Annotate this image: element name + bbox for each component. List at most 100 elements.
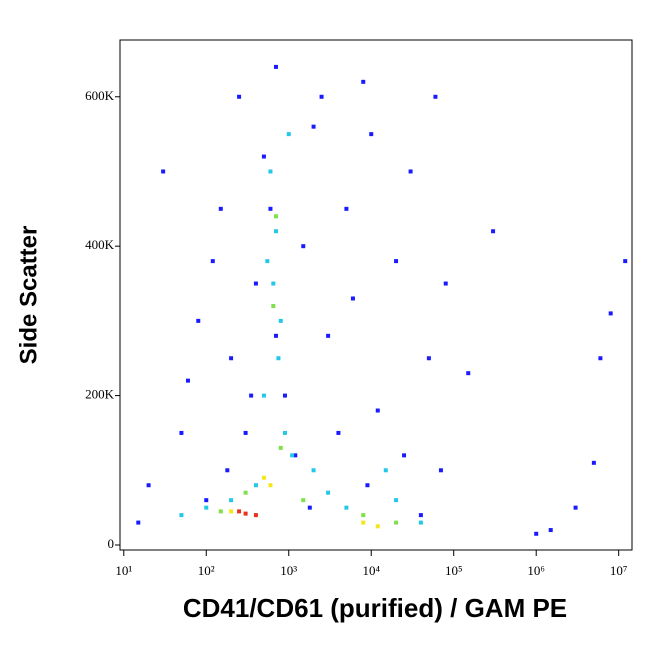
point (253, 281, 258, 286)
point (408, 169, 413, 174)
point (326, 333, 331, 338)
point (336, 430, 341, 435)
point (293, 453, 298, 458)
point (361, 520, 366, 525)
point (179, 430, 184, 435)
point (271, 281, 276, 286)
point (278, 445, 283, 450)
point (253, 513, 258, 518)
x-tick-label: 10¹ (115, 563, 132, 578)
point (491, 229, 496, 234)
point (443, 281, 448, 286)
point (311, 468, 316, 473)
point (253, 483, 258, 488)
point (271, 303, 276, 308)
point (261, 393, 266, 398)
x-tick-label: 10⁶ (527, 563, 545, 578)
point (361, 513, 366, 518)
point (394, 520, 399, 525)
point (375, 408, 380, 413)
plot-frame (119, 39, 633, 551)
point (282, 393, 287, 398)
point (534, 531, 539, 536)
x-tick-label: 10⁵ (445, 563, 463, 578)
point (161, 169, 166, 174)
point (276, 356, 281, 361)
y-axis-title: Side Scatter (15, 226, 42, 365)
point (402, 453, 407, 458)
point (286, 132, 291, 137)
point (301, 244, 306, 249)
point (418, 520, 423, 525)
point (185, 378, 190, 383)
point (326, 490, 331, 495)
point (301, 498, 306, 503)
point (218, 206, 223, 211)
y-tick-label: 400K (85, 237, 115, 252)
point (229, 498, 234, 503)
point (268, 206, 273, 211)
point (311, 124, 316, 129)
y-tick-label: 200K (85, 387, 115, 402)
point (243, 490, 248, 495)
y-tick-label: 0 (108, 536, 115, 551)
point (375, 524, 380, 529)
point (361, 79, 366, 84)
point (307, 505, 312, 510)
point (229, 356, 234, 361)
point (218, 509, 223, 514)
point (426, 356, 431, 361)
point (146, 483, 151, 488)
point (548, 528, 553, 533)
point (249, 393, 254, 398)
point (278, 318, 283, 323)
point (438, 468, 443, 473)
point (598, 356, 603, 361)
point (573, 505, 578, 510)
point (229, 509, 234, 514)
point (350, 296, 355, 301)
point (179, 513, 184, 518)
x-tick-label: 10² (198, 563, 215, 578)
point (273, 214, 278, 219)
point (365, 483, 370, 488)
point (433, 94, 438, 99)
point (282, 430, 287, 435)
x-tick-label: 10⁴ (362, 563, 380, 578)
point (268, 169, 273, 174)
point (591, 460, 596, 465)
point (273, 333, 278, 338)
point (418, 513, 423, 518)
point (319, 94, 324, 99)
point (394, 259, 399, 264)
point (204, 505, 209, 510)
point (466, 371, 471, 376)
point (261, 154, 266, 159)
point (369, 132, 374, 137)
point (237, 509, 242, 514)
point (243, 511, 248, 516)
x-tick-label: 10³ (280, 563, 297, 578)
point (344, 505, 349, 510)
point (268, 483, 273, 488)
point (225, 468, 230, 473)
point (344, 206, 349, 211)
x-axis-title: CD41/CD61 (purified) / GAM PE (183, 593, 567, 623)
point (237, 94, 242, 99)
point (273, 64, 278, 69)
y-tick-label: 600K (85, 88, 115, 103)
point (383, 468, 388, 473)
point (243, 430, 248, 435)
point (210, 259, 215, 264)
x-tick-label: 10⁷ (610, 563, 628, 578)
point (273, 229, 278, 234)
point (265, 259, 270, 264)
point (196, 318, 201, 323)
point (290, 453, 295, 458)
point (394, 498, 399, 503)
point (204, 498, 209, 503)
point (261, 475, 266, 480)
point (136, 520, 141, 525)
point (608, 311, 613, 316)
